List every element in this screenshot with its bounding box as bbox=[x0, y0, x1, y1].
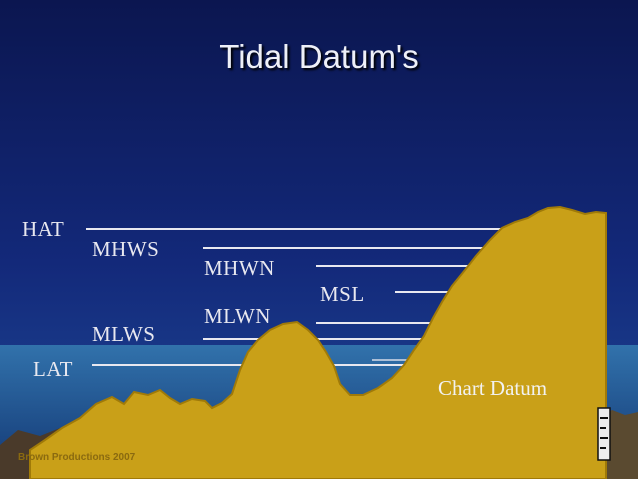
mlws-label: MLWS bbox=[92, 322, 156, 346]
tide-gauge-marks bbox=[600, 417, 608, 449]
hat-label: HAT bbox=[22, 217, 65, 241]
slide-title: Tidal Datum's bbox=[219, 38, 419, 75]
seabed-profile bbox=[29, 205, 607, 479]
mlwn-label: MLWN bbox=[204, 304, 271, 328]
lat-label: LAT bbox=[33, 357, 73, 381]
chart-datum-label: Chart Datum bbox=[438, 376, 548, 400]
credit-text: Brown Productions 2007 bbox=[18, 452, 136, 463]
msl-label: MSL bbox=[320, 282, 365, 306]
mhwn-label: MHWN bbox=[204, 256, 275, 280]
tide-gauge-board bbox=[597, 407, 611, 461]
mhws-label: MHWS bbox=[92, 237, 160, 261]
